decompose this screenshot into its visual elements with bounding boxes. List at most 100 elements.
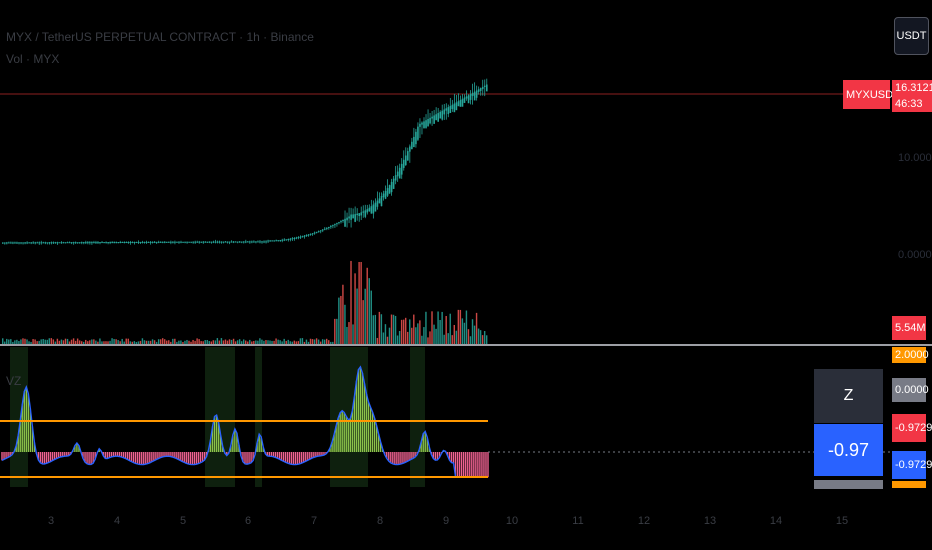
volume-bar (218, 340, 221, 344)
volume-bar (93, 339, 95, 344)
candle-body (68, 242, 71, 244)
candle-body (78, 242, 81, 244)
volume-bar (409, 319, 411, 344)
candle-body (471, 92, 474, 97)
candle-body (121, 242, 124, 243)
candle-body (265, 241, 267, 243)
candle-body (190, 241, 192, 243)
volume-bar (228, 339, 231, 344)
volume-bar (113, 339, 115, 344)
candle-body (398, 167, 401, 179)
candle-body (453, 103, 456, 113)
candle-body (216, 241, 219, 243)
volume-bar (36, 341, 38, 344)
volume-bar (40, 339, 42, 344)
volume-bar (170, 341, 172, 344)
candle-body (34, 242, 37, 244)
candle-body (222, 241, 225, 243)
volume-bar (54, 341, 57, 344)
volume-bar (398, 330, 401, 344)
candle-body (364, 210, 367, 217)
candle-body (99, 242, 101, 244)
volume-bar (161, 338, 164, 344)
volume-bar (400, 319, 403, 344)
symbol-title[interactable]: MYX / TetherUS PERPETUAL CONTRACT · 1h ·… (6, 30, 314, 44)
candle-body (131, 241, 134, 243)
currency-button[interactable]: USDT (894, 17, 929, 55)
volume-bar (109, 340, 111, 344)
candle-body (402, 159, 405, 168)
candle-body (465, 96, 468, 99)
volume-bar (445, 316, 447, 344)
candle-body (72, 242, 75, 244)
candle-body (457, 101, 460, 107)
volume-bar (388, 327, 391, 344)
volume-bar (338, 297, 340, 344)
candle-body (184, 241, 186, 243)
candle-body (54, 242, 57, 244)
volume-bar (323, 339, 326, 344)
candle-body (366, 209, 369, 213)
volume-bar (313, 339, 316, 344)
candle-body (447, 107, 450, 115)
volume-bar (265, 340, 267, 344)
candle-body (279, 239, 282, 241)
candle-body (135, 241, 138, 243)
volume-bar (224, 339, 227, 344)
candle-body (277, 240, 280, 242)
candle-body (299, 236, 302, 238)
volume-bar (447, 333, 449, 344)
volume-bar (230, 339, 233, 344)
candle-body (380, 196, 383, 207)
candlestick-series (2, 78, 488, 245)
time-tick-label: 4 (113, 515, 121, 527)
candle-body (168, 241, 170, 243)
volume-bar (198, 339, 200, 344)
volume-bar (58, 340, 61, 344)
time-tick-label: 7 (310, 515, 318, 527)
candle-body (109, 242, 111, 244)
oscillator-line (1, 365, 488, 478)
volume-legend[interactable]: Vol · MYX (6, 52, 60, 66)
candle-body (467, 95, 470, 104)
candle-body (485, 84, 488, 92)
volume-bar (309, 338, 312, 344)
candle-body (289, 238, 292, 240)
candle-body (40, 242, 43, 244)
upper-band-tag: 2.0000 (892, 347, 929, 363)
candle-body (143, 241, 146, 243)
oscillator-series (1, 365, 489, 478)
volume-bar (392, 314, 395, 344)
volume-bar (301, 338, 304, 344)
candle-body (161, 241, 164, 243)
volume-bar (321, 339, 324, 344)
volume-bar (443, 334, 445, 344)
candle-body (228, 241, 231, 243)
oscillator-legend[interactable]: VZ (6, 374, 22, 388)
candle-body (323, 228, 326, 230)
candle-body (232, 241, 235, 243)
candle-body (378, 198, 381, 204)
candle-body (326, 227, 328, 229)
candle-body (435, 114, 437, 121)
volume-bar (28, 341, 30, 344)
candle-body (390, 181, 393, 193)
candle-body (182, 241, 184, 243)
volume-bar (370, 290, 372, 344)
volume-bar (50, 338, 53, 344)
volume-bar (192, 339, 194, 344)
candle-body (242, 241, 245, 243)
volume-bar (407, 331, 409, 344)
volume-bar (68, 341, 71, 344)
volume-bar (473, 325, 476, 344)
volume-bar (411, 327, 413, 344)
candle-body (80, 242, 83, 244)
volume-bar (293, 340, 296, 344)
time-tick-label: 5 (179, 515, 187, 527)
candle-body (151, 241, 154, 243)
candle-body (267, 240, 269, 242)
volume-bar (437, 311, 439, 344)
volume-bar (382, 332, 385, 344)
volume-bar (20, 339, 22, 344)
